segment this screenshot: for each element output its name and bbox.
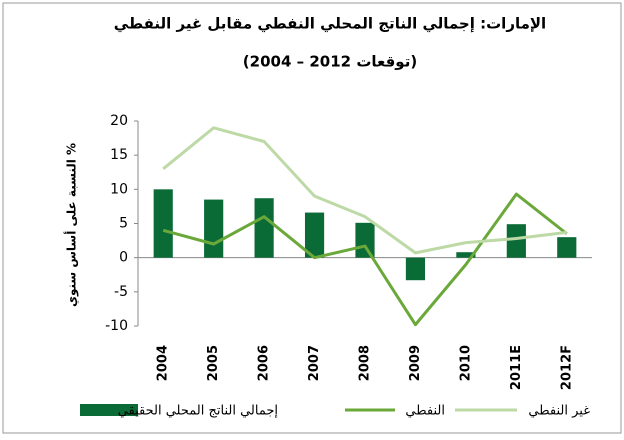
bar	[254, 198, 274, 258]
x-tick-label: 2008	[358, 345, 373, 381]
line	[162, 126, 567, 255]
x-tick-label: 2011E	[509, 345, 524, 390]
y-tick-label: 20	[110, 113, 128, 129]
x-tick-label: 2007	[307, 345, 322, 381]
legend-swatch	[80, 404, 138, 416]
bar	[557, 237, 577, 258]
bar	[405, 257, 426, 281]
x-tick-label: 2009	[408, 345, 423, 381]
y-tick-label: 5	[119, 216, 128, 232]
chart-title: الإمارات: إجمالي الناتج المحلي النفطي مق…	[114, 15, 546, 33]
y-tick-label: 10	[110, 181, 128, 197]
bar	[506, 224, 526, 258]
line	[162, 192, 568, 327]
x-tick-label: 2006	[257, 345, 272, 381]
y-tick-label: -10	[105, 318, 128, 334]
y-axis-label: النسبة على أساس سنوي %	[64, 143, 80, 307]
x-tick-label: 2004	[156, 345, 171, 381]
bar	[304, 212, 325, 258]
y-tick-label: 15	[110, 147, 128, 163]
x-tick-label: 2005	[206, 345, 221, 381]
bar	[355, 222, 375, 258]
legend-label: إجمالي الناتج المحلي الحقيقي	[118, 404, 278, 419]
bar	[456, 252, 476, 258]
y-tick-label: -5	[114, 284, 128, 300]
bar	[204, 199, 224, 258]
y-tick-label: 0	[119, 250, 128, 266]
chart-subtitle: (2004 – توقعات 2012)	[243, 53, 417, 71]
legend-label: النفطي	[405, 404, 445, 419]
legend-label: غير النفطي	[528, 404, 590, 419]
x-tick-label: 2012F	[559, 345, 574, 390]
x-tick-label: 2010	[458, 345, 473, 381]
bar	[153, 189, 173, 258]
